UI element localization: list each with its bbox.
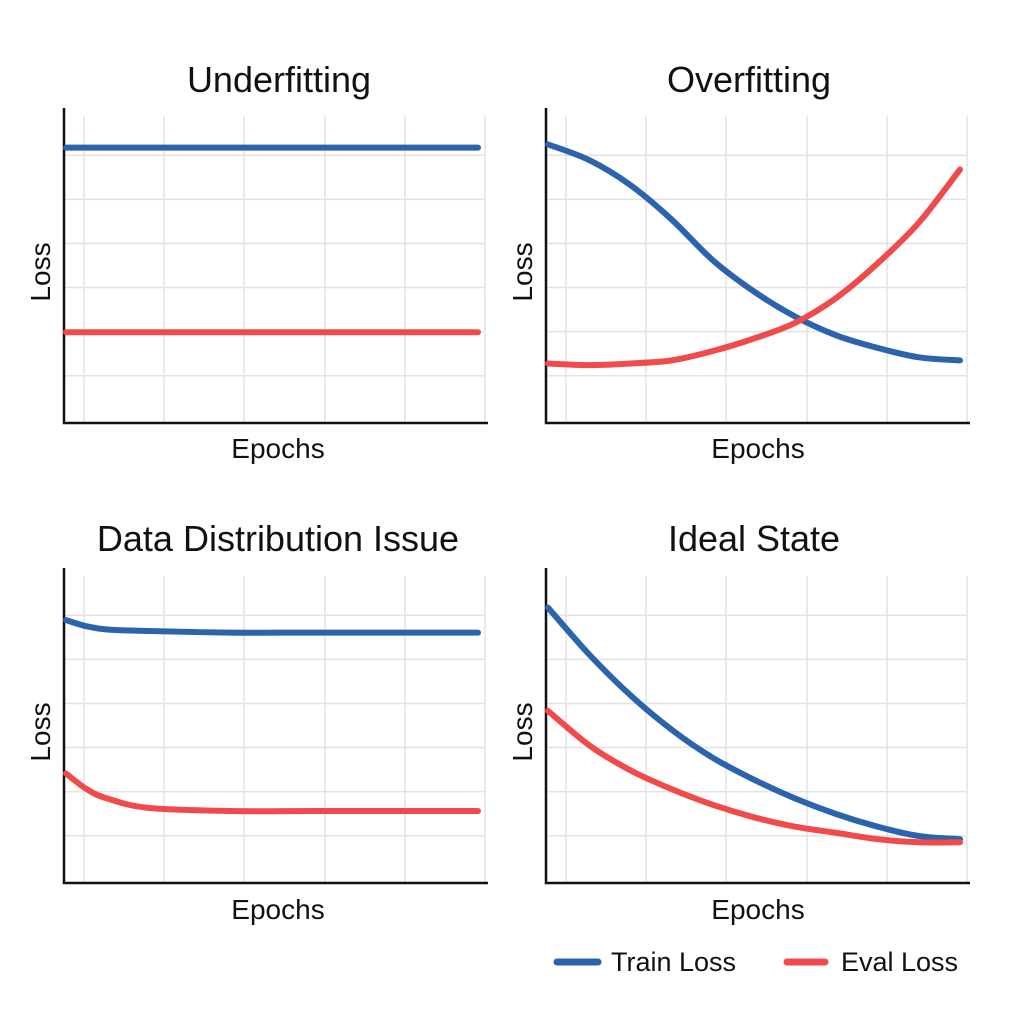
- chart-panel-3: Ideal State Epochs Loss: [507, 518, 970, 925]
- grid-3: [546, 576, 968, 883]
- axes-1: [544, 108, 970, 425]
- chart-title: Overfitting: [667, 59, 831, 100]
- chart-panel-1: Overfitting Epochs Loss: [507, 59, 970, 464]
- x-axis-label: Epochs: [711, 433, 804, 464]
- y-axis-label: Loss: [25, 242, 56, 301]
- series-line-eval: [545, 166, 963, 369]
- y-axis-label: Loss: [507, 242, 538, 301]
- series-line-train: [63, 617, 481, 636]
- chart-title: Underfitting: [187, 59, 371, 100]
- y-axis-label: Loss: [25, 702, 56, 761]
- axes-0: [62, 108, 488, 425]
- x-axis-label: Epochs: [231, 894, 324, 925]
- chart-panel-0: Underfitting Epochs Loss: [25, 59, 488, 464]
- legend: Train Loss Eval Loss: [553, 947, 958, 977]
- legend-train-label: Train Loss: [611, 947, 736, 977]
- series-line-eval: [63, 770, 481, 815]
- x-axis-label: Epochs: [711, 894, 804, 925]
- series-line-eval: [545, 707, 963, 846]
- x-axis-label: Epochs: [231, 433, 324, 464]
- grid-0: [64, 116, 486, 423]
- grid-1: [546, 116, 968, 423]
- legend-eval-label: Eval Loss: [841, 947, 958, 977]
- chart-title: Ideal State: [668, 518, 840, 559]
- series-line-train: [545, 141, 963, 364]
- axes-3: [544, 568, 970, 885]
- grid-2: [64, 576, 486, 883]
- chart-panels: Underfitting Epochs Loss Overfitting Epochs L…: [25, 59, 970, 925]
- chart-title: Data Distribution Issue: [97, 518, 459, 559]
- axes-2: [62, 568, 488, 885]
- chart-panel-2: Data Distribution Issue Epochs Loss: [25, 518, 488, 925]
- y-axis-label: Loss: [507, 702, 538, 761]
- series-line-train: [545, 604, 963, 843]
